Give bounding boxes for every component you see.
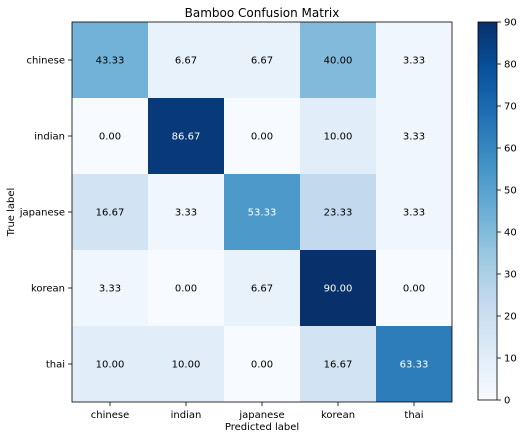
cell-value-label: 10.00 bbox=[172, 360, 201, 371]
y-tick-label: chinese bbox=[27, 56, 65, 67]
cell-value-label: 16.67 bbox=[96, 208, 125, 219]
x-axis-ticks: chinese indian japanese korean thai bbox=[91, 402, 424, 421]
heatmap-cell bbox=[224, 98, 300, 174]
heatmap-cell bbox=[300, 326, 376, 402]
cell-value-label: 90.00 bbox=[324, 284, 353, 295]
heatmap-cell bbox=[300, 98, 376, 174]
cell-value-label: 10.00 bbox=[96, 360, 125, 371]
chart-title: Bamboo Confusion Matrix bbox=[185, 6, 340, 20]
cell-value-label: 0.00 bbox=[175, 284, 197, 295]
colorbar-tick-label: 10 bbox=[504, 354, 517, 365]
cell-value-label: 3.33 bbox=[403, 132, 425, 143]
heatmap-cells: 43.33 6.67 6.67 40.00 3.33 0.00 86.67 0.00 10.00… bbox=[72, 22, 452, 402]
cell-value-label: 3.33 bbox=[175, 208, 197, 219]
colorbar-tick-label: 60 bbox=[504, 144, 517, 155]
x-axis-label: Predicted label bbox=[225, 422, 299, 433]
x-tick-label: korean bbox=[321, 410, 355, 421]
heatmap-cell bbox=[72, 174, 148, 250]
cell-value-label: 3.33 bbox=[403, 208, 425, 219]
colorbar-tick-label: 30 bbox=[504, 270, 517, 281]
heatmap-cell bbox=[376, 174, 452, 250]
x-tick-label: thai bbox=[404, 410, 423, 421]
x-tick-label: indian bbox=[171, 410, 202, 421]
x-tick-label: chinese bbox=[91, 410, 129, 421]
heatmap-cell bbox=[376, 98, 452, 174]
y-axis-label: True label bbox=[6, 188, 17, 238]
heatmap-cell bbox=[148, 22, 224, 98]
heatmap-cell bbox=[72, 22, 148, 98]
y-tick-label: japanese bbox=[19, 208, 65, 219]
heatmap-cell bbox=[224, 326, 300, 402]
cell-value-label: 16.67 bbox=[324, 360, 353, 371]
heatmap-cell bbox=[224, 174, 300, 250]
y-tick-label: indian bbox=[34, 132, 65, 143]
cell-value-label: 63.33 bbox=[400, 360, 429, 371]
heatmap-cell bbox=[376, 326, 452, 402]
colorbar-tick-label: 0 bbox=[504, 396, 510, 407]
cell-value-label: 53.33 bbox=[248, 208, 277, 219]
y-tick-label: thai bbox=[46, 360, 65, 371]
heatmap-cell bbox=[148, 98, 224, 174]
cell-value-label: 3.33 bbox=[99, 284, 121, 295]
colorbar-tick-label: 20 bbox=[504, 312, 517, 323]
x-tick-label: japanese bbox=[238, 410, 284, 421]
cell-value-label: 6.67 bbox=[175, 56, 197, 67]
y-axis-ticks: chinese indian japanese korean thai bbox=[19, 56, 72, 371]
cell-value-label: 0.00 bbox=[99, 132, 121, 143]
heatmap-cell bbox=[72, 250, 148, 326]
cell-value-label: 0.00 bbox=[403, 284, 425, 295]
cell-value-label: 6.67 bbox=[251, 284, 273, 295]
heatmap-cell bbox=[224, 22, 300, 98]
heatmap-cell bbox=[72, 98, 148, 174]
cell-value-label: 3.33 bbox=[403, 56, 425, 67]
y-tick-label: korean bbox=[31, 284, 65, 295]
heatmap-cell bbox=[300, 250, 376, 326]
cell-value-label: 10.00 bbox=[324, 132, 353, 143]
cell-value-label: 23.33 bbox=[324, 208, 353, 219]
heatmap-cell bbox=[148, 326, 224, 402]
heatmap-cell bbox=[72, 326, 148, 402]
colorbar-tick-label: 50 bbox=[504, 186, 517, 197]
colorbar-tick-label: 40 bbox=[504, 228, 517, 239]
heatmap-cell bbox=[376, 250, 452, 326]
heatmap-cell bbox=[148, 174, 224, 250]
cell-value-label: 43.33 bbox=[96, 56, 125, 67]
cell-value-label: 40.00 bbox=[324, 56, 353, 67]
colorbar-ticks: 0 10 20 30 40 50 60 70 80 90 bbox=[497, 18, 517, 407]
colorbar-tick-label: 90 bbox=[504, 18, 517, 29]
colorbar-tick-label: 70 bbox=[504, 102, 517, 113]
colorbar-tick-label: 80 bbox=[504, 60, 517, 71]
heatmap-cell bbox=[300, 174, 376, 250]
heatmap-cell bbox=[300, 22, 376, 98]
cell-value-label: 86.67 bbox=[172, 132, 201, 143]
heatmap-cell bbox=[376, 22, 452, 98]
cell-value-label: 6.67 bbox=[251, 56, 273, 67]
heatmap-cell bbox=[148, 250, 224, 326]
heatmap-cell bbox=[224, 250, 300, 326]
cell-value-label: 0.00 bbox=[251, 132, 273, 143]
colorbar bbox=[477, 21, 498, 401]
cell-value-label: 0.00 bbox=[251, 360, 273, 371]
